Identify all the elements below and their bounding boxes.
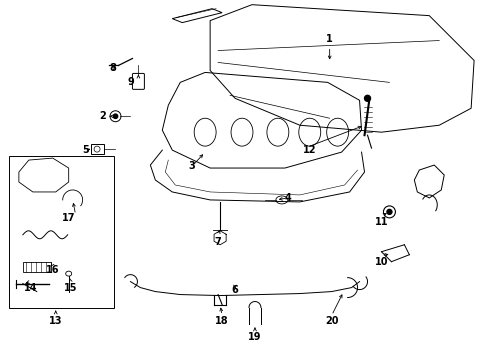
Text: 8: 8 — [109, 63, 116, 73]
Circle shape — [386, 210, 391, 214]
Text: 5: 5 — [82, 145, 89, 155]
Text: 20: 20 — [324, 316, 338, 327]
Circle shape — [364, 95, 370, 101]
Text: 14: 14 — [24, 283, 38, 293]
Circle shape — [113, 114, 118, 118]
Text: 16: 16 — [46, 265, 60, 275]
Text: 3: 3 — [188, 161, 195, 171]
Text: 9: 9 — [127, 77, 134, 87]
Text: 17: 17 — [62, 213, 75, 223]
Text: 15: 15 — [64, 283, 77, 293]
Text: 11: 11 — [374, 217, 387, 227]
Text: 10: 10 — [374, 257, 387, 267]
Text: 13: 13 — [49, 316, 62, 327]
Text: 1: 1 — [325, 33, 332, 44]
Text: 6: 6 — [231, 284, 238, 294]
Text: 4: 4 — [284, 193, 291, 203]
Text: 2: 2 — [99, 111, 106, 121]
Text: 7: 7 — [214, 237, 221, 247]
Text: 12: 12 — [303, 145, 316, 155]
Text: 19: 19 — [248, 332, 261, 342]
Text: 18: 18 — [215, 316, 228, 327]
